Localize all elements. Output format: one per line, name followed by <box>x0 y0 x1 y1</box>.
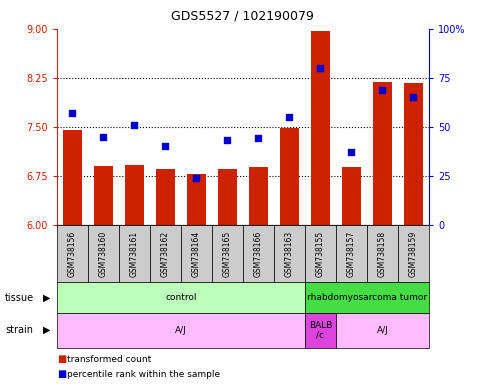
Bar <box>398 225 429 282</box>
Bar <box>88 225 119 282</box>
Point <box>379 86 387 93</box>
Bar <box>63 130 81 225</box>
Text: GSM738163: GSM738163 <box>285 230 294 276</box>
Text: GDS5527 / 102190079: GDS5527 / 102190079 <box>172 10 314 23</box>
Point <box>410 94 418 101</box>
Text: GSM738162: GSM738162 <box>161 230 170 276</box>
Text: GSM738165: GSM738165 <box>223 230 232 276</box>
Point <box>285 114 293 120</box>
Point <box>130 122 138 128</box>
Bar <box>57 313 305 348</box>
Text: GSM738155: GSM738155 <box>316 230 325 276</box>
Text: GSM738164: GSM738164 <box>192 230 201 276</box>
Bar <box>218 169 237 225</box>
Bar <box>305 282 429 313</box>
Bar <box>156 169 175 225</box>
Text: GSM738160: GSM738160 <box>99 230 108 276</box>
Bar <box>373 82 391 225</box>
Text: rhabdomyosarcoma tumor: rhabdomyosarcoma tumor <box>307 293 427 302</box>
Text: strain: strain <box>5 325 33 335</box>
Bar <box>94 166 112 225</box>
Bar <box>57 282 305 313</box>
Text: transformed count: transformed count <box>67 354 151 364</box>
Bar <box>280 128 299 225</box>
Point <box>223 137 231 144</box>
Bar <box>336 225 367 282</box>
Text: ▶: ▶ <box>43 325 51 335</box>
Point <box>68 110 76 116</box>
Bar <box>342 167 361 225</box>
Bar <box>305 313 336 348</box>
Bar <box>311 31 330 225</box>
Text: tissue: tissue <box>5 293 34 303</box>
Point <box>254 136 262 142</box>
Point <box>348 149 355 155</box>
Text: GSM738157: GSM738157 <box>347 230 356 276</box>
Bar <box>367 225 398 282</box>
Bar <box>336 313 429 348</box>
Text: percentile rank within the sample: percentile rank within the sample <box>67 370 220 379</box>
Text: BALB
/c: BALB /c <box>309 321 332 340</box>
Text: GSM738161: GSM738161 <box>130 230 139 276</box>
Text: A/J: A/J <box>377 326 388 335</box>
Bar <box>187 174 206 225</box>
Bar <box>181 225 212 282</box>
Text: GSM738159: GSM738159 <box>409 230 418 276</box>
Point <box>99 134 107 140</box>
Bar <box>212 225 243 282</box>
Point <box>161 143 169 149</box>
Text: control: control <box>165 293 197 302</box>
Text: A/J: A/J <box>175 326 187 335</box>
Bar <box>274 225 305 282</box>
Bar <box>249 167 268 225</box>
Bar <box>305 225 336 282</box>
Bar <box>119 225 150 282</box>
Point <box>192 175 200 181</box>
Bar <box>125 165 143 225</box>
Bar <box>404 83 423 225</box>
Text: ■: ■ <box>57 354 66 364</box>
Bar <box>243 225 274 282</box>
Text: ▶: ▶ <box>43 293 51 303</box>
Bar <box>57 225 88 282</box>
Text: GSM738158: GSM738158 <box>378 230 387 276</box>
Point <box>317 65 324 71</box>
Text: GSM738156: GSM738156 <box>68 230 77 276</box>
Text: ■: ■ <box>57 369 66 379</box>
Text: GSM738166: GSM738166 <box>254 230 263 276</box>
Bar <box>150 225 181 282</box>
